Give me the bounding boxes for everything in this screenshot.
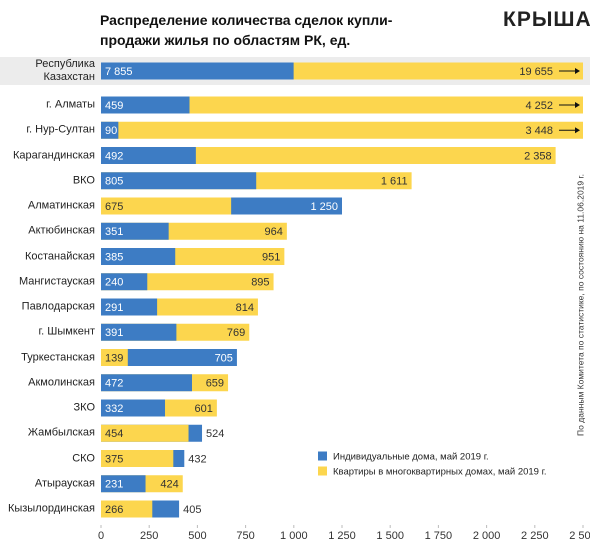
value-label: 964 xyxy=(264,226,282,238)
bar xyxy=(101,62,294,80)
category-label: Алматинская xyxy=(27,199,95,212)
value-label: 240 xyxy=(105,277,123,289)
x-tick-label: 750 xyxy=(236,530,254,542)
x-tick-label: 500 xyxy=(188,530,206,542)
bar xyxy=(101,349,128,366)
value-label: 814 xyxy=(236,302,254,314)
overflow-arrowhead xyxy=(575,102,580,108)
value-label: 951 xyxy=(262,251,280,263)
value-label: 432 xyxy=(188,453,206,465)
chart-title: Распределение количества сделок купли-пр… xyxy=(100,12,393,48)
bar xyxy=(101,323,177,341)
bar xyxy=(101,222,169,240)
x-tick-label: 250 xyxy=(140,530,158,542)
category-label: Актюбинская xyxy=(28,224,95,237)
value-label: 601 xyxy=(195,403,213,415)
category-label: Кызылординская xyxy=(7,502,95,515)
x-tick-label: 1 000 xyxy=(280,530,308,542)
bar xyxy=(101,121,583,139)
category-label: ЗКО xyxy=(73,401,95,414)
bar xyxy=(101,172,257,190)
bar xyxy=(101,96,190,114)
x-tick-label: 1 500 xyxy=(376,530,404,542)
value-label: 895 xyxy=(251,277,269,289)
value-label: 769 xyxy=(227,327,245,339)
bar xyxy=(101,273,148,291)
legend-label: Индивидуальные дома, май 2019 г. xyxy=(333,452,489,463)
value-label: 2 358 xyxy=(524,150,552,162)
category-label: Туркестанская xyxy=(21,351,95,363)
category-label: Акмолинская xyxy=(28,376,95,389)
value-label: 375 xyxy=(105,453,123,465)
value-label: 385 xyxy=(105,251,123,263)
bar xyxy=(101,298,158,316)
value-label: 332 xyxy=(105,403,123,415)
source-note: По данным Комитета по статистике, по сос… xyxy=(575,174,585,436)
value-label: 524 xyxy=(206,428,224,440)
x-tick-label: 2 000 xyxy=(473,530,501,542)
value-label: 675 xyxy=(105,201,123,213)
value-label: 805 xyxy=(105,176,123,188)
value-label: 492 xyxy=(105,150,123,162)
bar xyxy=(101,399,166,417)
bar xyxy=(101,349,237,366)
value-label: 1 250 xyxy=(310,201,338,213)
value-label: 7 855 xyxy=(105,66,133,78)
value-label: 454 xyxy=(105,428,123,440)
value-label: 19 655 xyxy=(519,66,553,78)
value-label: 90 xyxy=(105,125,117,137)
value-label: 3 448 xyxy=(525,125,553,137)
value-label: 1 611 xyxy=(381,176,408,188)
value-label: 139 xyxy=(105,352,123,364)
category-label: Карагандинская xyxy=(13,149,95,161)
value-label: 659 xyxy=(206,378,224,390)
category-label: СКО xyxy=(72,452,95,464)
legend-label: Квартиры в многоквартирных домах, май 20… xyxy=(333,467,547,478)
category-label: Мангистауская xyxy=(18,275,95,288)
legend-swatch xyxy=(318,466,327,476)
bar xyxy=(101,374,193,392)
value-label: 231 xyxy=(105,479,123,491)
bar xyxy=(101,248,176,265)
overflow-arrowhead xyxy=(575,127,580,134)
x-tick-label: 1 250 xyxy=(328,530,356,542)
bar xyxy=(101,147,196,164)
bar xyxy=(101,424,189,442)
bar xyxy=(101,121,119,139)
bar xyxy=(101,450,174,467)
bar xyxy=(101,475,146,493)
category-label: г. Шымкент xyxy=(38,325,96,338)
value-label: 351 xyxy=(105,226,123,238)
category-label: Павлодарская xyxy=(21,300,95,313)
bar xyxy=(101,147,556,164)
value-label: 266 xyxy=(105,504,123,516)
logo: КРЫША xyxy=(503,8,590,31)
bar xyxy=(101,500,153,518)
legend-swatch xyxy=(318,451,327,461)
bar xyxy=(101,197,232,215)
category-label: Костанайская xyxy=(24,250,95,262)
value-label: 424 xyxy=(160,479,178,491)
value-label: 405 xyxy=(183,504,201,516)
overflow-arrowhead xyxy=(575,68,580,74)
value-label: 291 xyxy=(105,302,123,314)
value-label: 459 xyxy=(105,100,123,112)
category-label: ВКО xyxy=(72,174,95,187)
category-label: Атырауская xyxy=(34,477,95,490)
category-label: Жамбылская xyxy=(27,426,95,439)
category-label: Республика Казахстан xyxy=(35,58,95,83)
value-label: 391 xyxy=(105,327,123,339)
value-label: 705 xyxy=(215,352,233,364)
x-tick-label: 0 xyxy=(98,530,104,542)
value-label: 472 xyxy=(105,378,123,390)
x-tick-label: 2 250 xyxy=(521,530,549,542)
bar xyxy=(101,96,583,114)
value-label: 4 252 xyxy=(525,100,553,112)
category-label: г. Алматы xyxy=(46,98,95,111)
x-tick-label: 1 750 xyxy=(425,530,453,542)
category-label: г. Нур-Султан xyxy=(26,123,95,136)
x-tick-label: 2 500 xyxy=(569,530,590,542)
